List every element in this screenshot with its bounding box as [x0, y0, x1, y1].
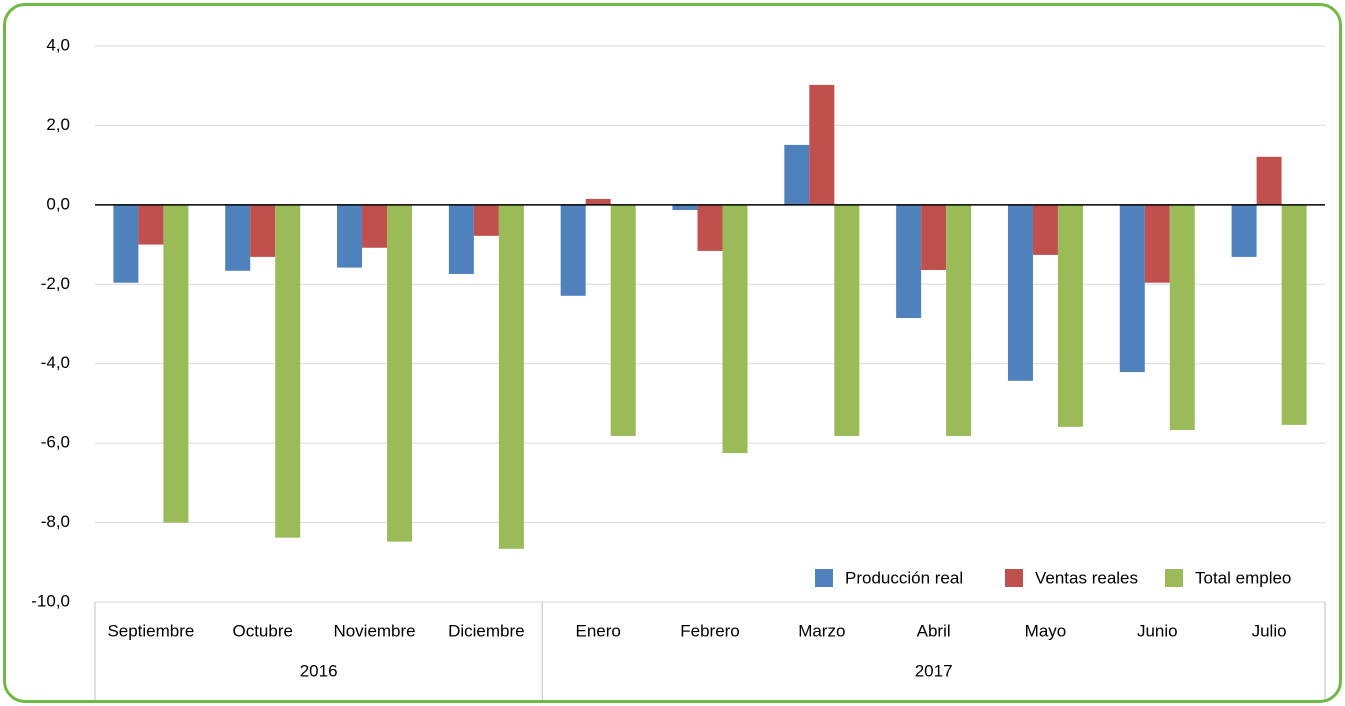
bar	[337, 204, 363, 268]
legend-label: Ventas reales	[1035, 568, 1138, 587]
bar	[1281, 204, 1307, 425]
legend-swatch	[1005, 569, 1023, 587]
bar	[1256, 156, 1282, 205]
x-tick-label: Febrero	[680, 621, 740, 640]
x-tick-label: Junio	[1137, 621, 1178, 640]
bar	[387, 204, 413, 542]
x-tick-label: Mayo	[1025, 621, 1067, 640]
bar	[722, 204, 748, 454]
legend-label: Total empleo	[1195, 568, 1291, 587]
x-tick-label: Abril	[917, 621, 951, 640]
bar	[138, 204, 164, 245]
bar	[697, 204, 723, 251]
bar	[1007, 204, 1033, 381]
y-tick-label: -2,0	[41, 274, 70, 293]
bar	[362, 204, 388, 248]
bar	[113, 204, 139, 283]
bar	[896, 204, 922, 319]
x-tick-label: Julio	[1252, 621, 1287, 640]
bar	[834, 204, 860, 436]
bar	[275, 204, 301, 538]
bar	[921, 204, 947, 270]
x-tick-label: Diciembre	[448, 621, 525, 640]
bar	[1119, 204, 1145, 373]
x-tick-label: Noviembre	[333, 621, 415, 640]
bar	[225, 204, 251, 271]
bar	[1144, 204, 1170, 283]
bar	[784, 144, 810, 205]
x-tick-label: Septiembre	[107, 621, 194, 640]
x-tick-label: Enero	[575, 621, 620, 640]
bar	[473, 204, 499, 236]
bar	[585, 198, 611, 205]
x-tick-label: Octubre	[232, 621, 292, 640]
legend-label: Producción real	[845, 568, 963, 587]
group-label: 2016	[300, 661, 338, 680]
legend-swatch	[1165, 569, 1183, 587]
bar	[250, 204, 276, 257]
legend-swatch	[815, 569, 833, 587]
y-tick-label: -4,0	[41, 353, 70, 372]
bar	[560, 204, 586, 296]
group-label: 2017	[915, 661, 953, 680]
y-tick-label: -10,0	[31, 591, 70, 610]
bar	[1057, 204, 1083, 427]
bar	[448, 204, 474, 274]
bar	[163, 204, 189, 523]
x-tick-label: Marzo	[798, 621, 845, 640]
bar	[610, 204, 636, 436]
bar	[1231, 204, 1257, 257]
y-tick-label: 0,0	[46, 194, 70, 213]
frame	[3, 3, 1342, 703]
bar	[498, 204, 524, 549]
bar	[1032, 204, 1058, 255]
bar	[1169, 204, 1195, 431]
y-tick-label: 2,0	[46, 115, 70, 134]
y-tick-label: -8,0	[41, 512, 70, 531]
bar	[809, 84, 835, 205]
y-tick-label: -6,0	[41, 433, 70, 452]
bar	[946, 204, 972, 436]
bar	[672, 204, 698, 211]
y-tick-label: 4,0	[46, 35, 70, 54]
